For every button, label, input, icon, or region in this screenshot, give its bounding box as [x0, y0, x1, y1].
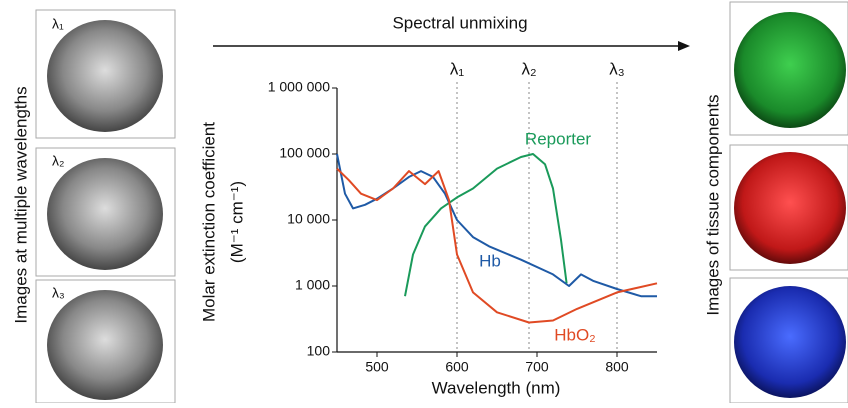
component-image [734, 12, 846, 128]
left-label: Images at multiple wavelengths [11, 86, 30, 323]
title: Spectral unmixing [392, 13, 527, 32]
y-tick-label: 1 000 000 [268, 79, 330, 95]
image-label: λ₂ [52, 153, 64, 169]
y-tick-label: 100 [307, 343, 331, 359]
x-tick-label: 700 [525, 359, 549, 375]
right-label: Images of tissue components [703, 94, 722, 315]
y-axis-label: (M⁻¹ cm⁻¹) [227, 181, 246, 263]
left-images: λ₁ λ₂ λ₃ [35, 9, 176, 404]
component-image [734, 286, 846, 398]
mouse-image [47, 20, 163, 132]
series-line [404, 153, 568, 297]
image-label: λ₃ [52, 285, 65, 301]
series-label: HbO₂ [554, 325, 596, 344]
wavelength-label: λ₂ [521, 59, 536, 78]
image-label: λ₁ [52, 16, 64, 32]
y-tick-label: 1 000 [295, 277, 330, 293]
mouse-image [47, 158, 163, 270]
right-images [729, 1, 848, 404]
x-tick-label: 500 [365, 359, 389, 375]
arrow-head [678, 41, 690, 51]
mouse-image [47, 290, 163, 400]
y-tick-label: 10 000 [287, 211, 330, 227]
x-axis-label: Wavelength (nm) [432, 378, 561, 397]
wavelength-label: λ₁ [450, 59, 465, 78]
series-label: Reporter [525, 129, 591, 148]
series-line [336, 167, 658, 324]
x-tick-label: 600 [445, 359, 469, 375]
series-label: Hb [479, 251, 501, 270]
y-axis-label: Molar extinction coefficient [199, 122, 218, 322]
x-tick-label: 800 [605, 359, 629, 375]
series-line [336, 153, 657, 298]
component-image [734, 152, 846, 264]
wavelength-label: λ₃ [609, 59, 624, 78]
y-tick-label: 100 000 [279, 145, 330, 161]
